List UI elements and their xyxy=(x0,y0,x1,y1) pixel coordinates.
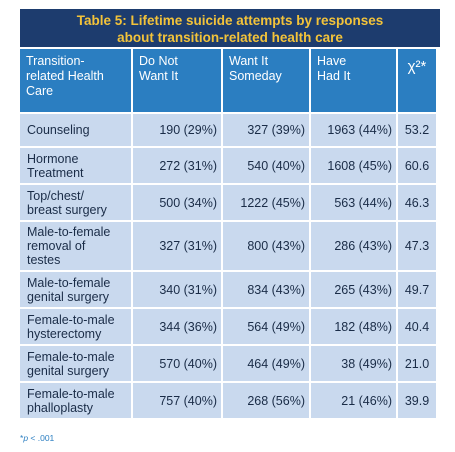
cell-do-not-want: 190 (29%) xyxy=(133,114,221,146)
cell-chi-square: 49.7 xyxy=(398,272,436,307)
table-row: Hormone Treatment 272 (31%) 540 (40%) 1608 (… xyxy=(20,148,436,183)
row-label: Female-to-male phalloplasty xyxy=(20,383,131,418)
table-row: Female-to-male phalloplasty 757 (40%) 268 (… xyxy=(20,383,436,418)
cell-chi-square: 40.4 xyxy=(398,309,436,344)
table-row: Female-to-male hysterectomy 344 (36%) 564 (… xyxy=(20,309,436,344)
cell-have-had: 563 (44%) xyxy=(311,185,396,220)
cell-want-someday: 540 (40%) xyxy=(223,148,309,183)
table-row: Male-to-female genital surgery 340 (31%) 83… xyxy=(20,272,436,307)
cell-chi-square: 47.3 xyxy=(398,222,436,270)
cell-want-someday: 327 (39%) xyxy=(223,114,309,146)
cell-do-not-want: 272 (31%) xyxy=(133,148,221,183)
cell-do-not-want: 327 (31%) xyxy=(133,222,221,270)
cell-chi-square: 46.3 xyxy=(398,185,436,220)
suicide-attempts-table: Transition- related Health Care Do Not W… xyxy=(18,47,438,420)
header-have-had: Have Had It xyxy=(311,49,396,112)
row-label: Female-to-male hysterectomy xyxy=(20,309,131,344)
cell-do-not-want: 570 (40%) xyxy=(133,346,221,381)
table-row: Top/chest/breast surgery 500 (34%) 1222 (4… xyxy=(20,185,436,220)
row-label: Top/chest/breast surgery xyxy=(20,185,131,220)
row-label: Female-to-male genital surgery xyxy=(20,346,131,381)
cell-chi-square: 21.0 xyxy=(398,346,436,381)
cell-chi-square: 60.6 xyxy=(398,148,436,183)
table-row: Male-to-female removal of testes 327 (31%) 8… xyxy=(20,222,436,270)
cell-chi-square: 39.9 xyxy=(398,383,436,418)
table-row: Counseling 190 (29%) 327 (39%) 1963 (44%) 53… xyxy=(20,114,436,146)
cell-have-had: 182 (48%) xyxy=(311,309,396,344)
row-label: Male-to-female removal of testes xyxy=(20,222,131,270)
cell-have-had: 21 (46%) xyxy=(311,383,396,418)
cell-have-had: 1963 (44%) xyxy=(311,114,396,146)
table-title-line2: about transition-related health care xyxy=(117,30,343,45)
row-label: Hormone Treatment xyxy=(20,148,131,183)
header-row: Transition- related Health Care Do Not W… xyxy=(20,49,436,112)
cell-do-not-want: 340 (31%) xyxy=(133,272,221,307)
cell-have-had: 265 (43%) xyxy=(311,272,396,307)
table-row: Female-to-male genital surgery 570 (40%) 46… xyxy=(20,346,436,381)
cell-do-not-want: 757 (40%) xyxy=(133,383,221,418)
cell-have-had: 1608 (45%) xyxy=(311,148,396,183)
cell-chi-square: 53.2 xyxy=(398,114,436,146)
cell-do-not-want: 500 (34%) xyxy=(133,185,221,220)
row-label: Male-to-female genital surgery xyxy=(20,272,131,307)
table-title: Table 5: Lifetime suicide attempts by re… xyxy=(20,9,440,47)
table-title-line1: Table 5: Lifetime suicide attempts by re… xyxy=(76,13,384,28)
cell-have-had: 38 (49%) xyxy=(311,346,396,381)
cell-want-someday: 1222 (45%) xyxy=(223,185,309,220)
header-want-someday: Want It Someday xyxy=(223,49,309,112)
cell-want-someday: 834 (43%) xyxy=(223,272,309,307)
header-do-not-want: Do Not Want It xyxy=(133,49,221,112)
cell-want-someday: 564 (49%) xyxy=(223,309,309,344)
header-chi-square: χ²* xyxy=(398,49,436,112)
row-label: Counseling xyxy=(20,114,131,146)
cell-want-someday: 800 (43%) xyxy=(223,222,309,270)
cell-have-had: 286 (43%) xyxy=(311,222,396,270)
cell-do-not-want: 344 (36%) xyxy=(133,309,221,344)
footnote: *p < .001 xyxy=(20,433,55,443)
cell-want-someday: 268 (56%) xyxy=(223,383,309,418)
header-transition-care: Transition- related Health Care xyxy=(20,49,131,112)
cell-want-someday: 464 (49%) xyxy=(223,346,309,381)
